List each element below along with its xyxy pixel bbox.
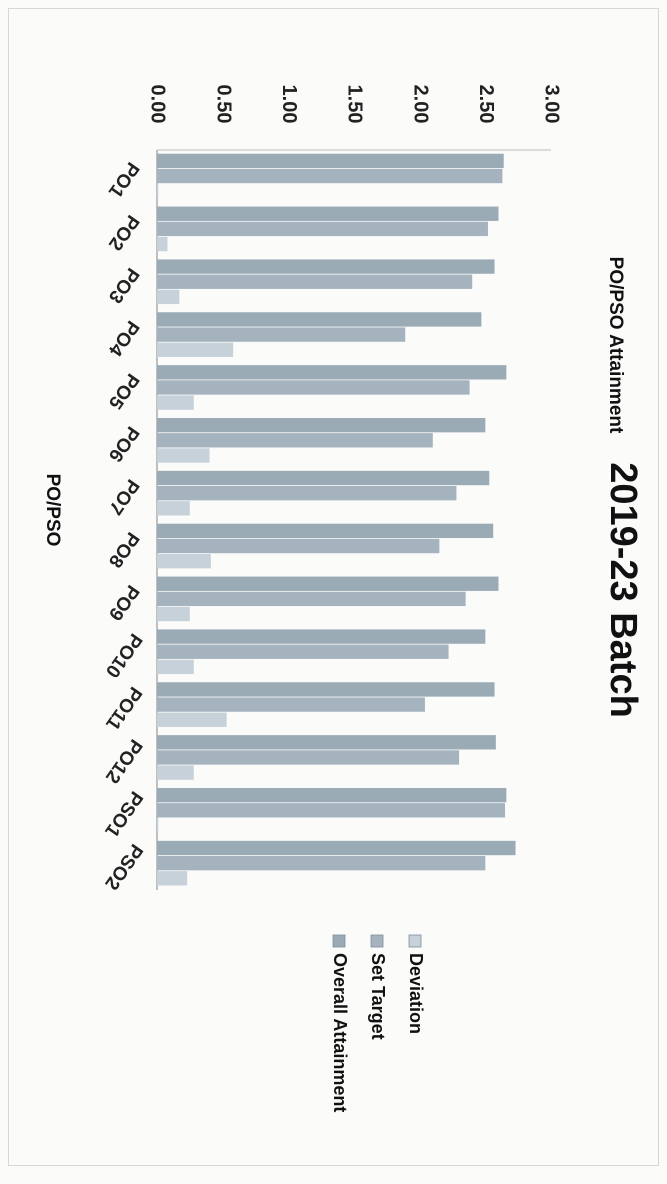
category-label: PO10: [101, 629, 146, 681]
bar-po4-deviation: [157, 342, 234, 357]
bar-pso2-deviation: [156, 871, 188, 886]
bar-po9-set-target: [157, 591, 466, 607]
bar-pso1-deviation: [156, 818, 159, 833]
bar-po6-deviation: [157, 448, 210, 463]
category-label: PO4: [104, 317, 143, 361]
legend-swatch: [370, 934, 384, 948]
bar-po6-overall-attainment: [157, 417, 486, 433]
value-tick-label: 0.00: [147, 85, 169, 124]
value-tick-label: 1.50: [344, 85, 366, 124]
legend-swatch: [332, 934, 346, 948]
bar-po3-overall-attainment: [157, 259, 495, 274]
bar-po5-deviation: [156, 395, 194, 410]
bar-po7-overall-attainment: [157, 470, 490, 486]
bar-po2-overall-attainment: [157, 206, 499, 221]
y-axis-title: PO/PSO Attainment: [605, 257, 626, 434]
bar-po7-deviation: [156, 501, 190, 516]
bar-po8-deviation: [157, 554, 211, 569]
category-label: PO8: [104, 528, 143, 571]
bar-po8-overall-attainment: [157, 523, 494, 539]
bar-po9-deviation: [156, 606, 190, 622]
value-tick-label: 3.00: [541, 85, 563, 124]
bar-po11-overall-attainment: [157, 682, 495, 697]
category-label: PSO1: [100, 787, 147, 841]
x-axis-title: PO/PSO: [42, 474, 63, 547]
bar-po4-set-target: [157, 327, 406, 342]
bar-pso1-overall-attainment: [157, 787, 507, 803]
bar-po12-overall-attainment: [157, 735, 496, 750]
bar-po3-set-target: [156, 274, 473, 289]
legend-swatch: [408, 934, 422, 948]
bar-po8-set-target: [157, 538, 440, 554]
bar-po1-set-target: [157, 168, 503, 184]
bar-po3-deviation: [156, 289, 180, 305]
bar-po5-overall-attainment: [157, 365, 507, 380]
category-label: PO12: [101, 735, 146, 787]
category-label: PO6: [104, 422, 143, 465]
legend-label: Deviation: [406, 953, 426, 1034]
value-tick-label: 2.00: [409, 85, 431, 124]
value-tick-label: 1.00: [278, 85, 300, 124]
bar-pso2-overall-attainment: [156, 840, 516, 856]
category-label: PO9: [104, 581, 143, 624]
bar-po4-overall-attainment: [156, 312, 482, 327]
category-label: PO2: [104, 211, 143, 254]
legend-label: Overall Attainment: [330, 953, 350, 1112]
bar-po6-set-target: [157, 433, 433, 448]
bar-po9-overall-attainment: [157, 576, 499, 591]
bar-po10-overall-attainment: [157, 629, 486, 644]
bar-po12-deviation: [156, 765, 194, 780]
category-label: PO5: [104, 369, 143, 413]
bar-pso2-set-target: [157, 856, 486, 871]
category-label: PSO2: [100, 840, 146, 894]
value-tick-label: 0.50: [212, 85, 234, 124]
bar-pso1-set-target: [157, 803, 506, 818]
bar-po1-deviation: [156, 184, 159, 199]
category-label: PO7: [104, 475, 143, 518]
bar-po7-set-target: [157, 486, 457, 501]
bar-po10-set-target: [157, 644, 449, 659]
bar-po2-deviation: [157, 236, 168, 252]
bar-po10-deviation: [156, 659, 194, 675]
value-tick-label: 2.50: [475, 85, 497, 124]
bar-po12-set-target: [157, 750, 460, 765]
legend-label: Set Target: [368, 953, 388, 1040]
category-label: PO1: [104, 158, 143, 202]
bar-po1-overall-attainment: [157, 153, 504, 169]
bar-po11-deviation: [156, 712, 227, 727]
chart-title: 2019-23 Batch: [602, 462, 644, 718]
plot-area: 0.00 0.50 1.00 1.50 2.00 2.50 3.00 PO1 PO2 PO3 PO4…: [100, 85, 563, 894]
bar-po5-set-target: [157, 380, 470, 395]
bar-po11-set-target: [156, 697, 425, 712]
legend: Overall Attainment Set Target Deviation: [330, 934, 426, 1112]
category-label: PO3: [104, 264, 143, 307]
bar-po2-set-target: [157, 221, 488, 237]
category-label: PO11: [101, 683, 146, 734]
